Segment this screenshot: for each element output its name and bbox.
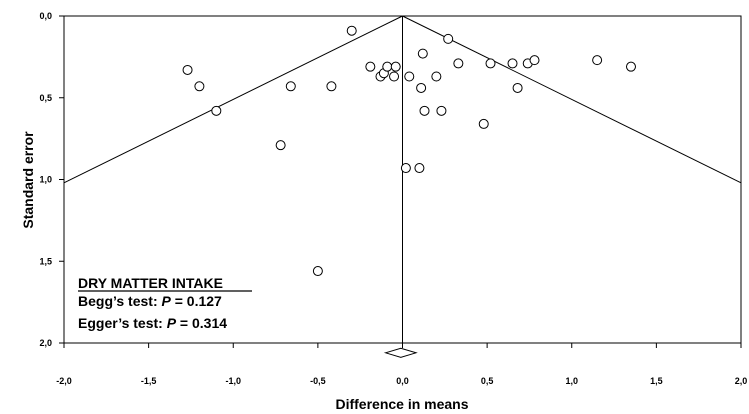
study-point (414, 163, 425, 174)
test-annotation: DRY MATTER INTAKE Begg’s test: P = 0.127… (78, 275, 252, 331)
y-axis-ticks: 0,0 0,5 1,0 1,5 2,0 (39, 11, 64, 348)
study-point (529, 55, 540, 66)
x-tick-label: -1,5 (141, 376, 157, 386)
study-point (512, 82, 523, 93)
summary-diamond (383, 347, 418, 358)
study-point (592, 55, 603, 66)
begg-test-value: = 0.127 (171, 293, 222, 309)
begg-test-text: Begg’s test: P = 0.127 (78, 293, 222, 309)
egger-test-prefix: Egger’s test: (78, 315, 167, 331)
study-point (431, 71, 442, 82)
study-point (625, 61, 636, 72)
study-point (346, 25, 357, 36)
egger-test-p: P (167, 315, 177, 331)
study-point (365, 61, 376, 72)
study-point (485, 58, 496, 69)
x-tick-label: -1,0 (225, 376, 241, 386)
x-tick-label: 1,5 (650, 376, 663, 386)
study-point (400, 163, 411, 174)
study-point (416, 82, 427, 93)
x-tick-label: 1,0 (565, 376, 578, 386)
begg-test-p: P (162, 293, 172, 309)
study-point (507, 58, 518, 69)
x-tick-label: 0,5 (481, 376, 494, 386)
study-points (182, 25, 636, 277)
y-tick-label: 0,0 (39, 11, 52, 21)
y-tick-label: 1,0 (39, 175, 52, 185)
y-axis-label: Standard error (20, 131, 36, 229)
study-point (182, 64, 193, 75)
funnel-line-right (402, 15, 742, 184)
study-point (436, 105, 447, 116)
y-tick-label: 0,5 (39, 93, 52, 103)
study-point (312, 266, 323, 277)
study-point (275, 140, 286, 151)
study-point (453, 58, 464, 69)
begg-test-prefix: Begg’s test: (78, 293, 162, 309)
study-point (404, 71, 415, 82)
study-point (211, 105, 222, 116)
study-point (478, 118, 489, 129)
y-tick-label: 2,0 (39, 338, 52, 348)
study-point (389, 71, 400, 82)
egger-test-value: = 0.314 (176, 315, 227, 331)
x-tick-label: -0,5 (310, 376, 326, 386)
annotation-heading: DRY MATTER INTAKE (78, 275, 223, 291)
study-point (419, 105, 430, 116)
egger-test-text: Egger’s test: P = 0.314 (78, 315, 227, 331)
x-axis-label: Difference in means (335, 396, 468, 412)
study-point (382, 61, 393, 72)
study-point (194, 81, 205, 92)
x-tick-label: -2,0 (56, 376, 72, 386)
funnel-line-left (63, 15, 403, 184)
study-point (285, 81, 296, 92)
study-point (390, 61, 401, 72)
x-tick-label: 2,0 (735, 376, 748, 386)
x-axis-ticks: -2,0 -1,5 -1,0 -0,5 0,0 0,5 1,0 1,5 2,0 (56, 343, 747, 386)
funnel-lines (63, 15, 742, 343)
y-tick-label: 1,5 (39, 256, 52, 266)
study-point (417, 48, 428, 59)
study-point (326, 81, 337, 92)
study-point (443, 33, 454, 44)
x-tick-label: 0,0 (396, 376, 409, 386)
